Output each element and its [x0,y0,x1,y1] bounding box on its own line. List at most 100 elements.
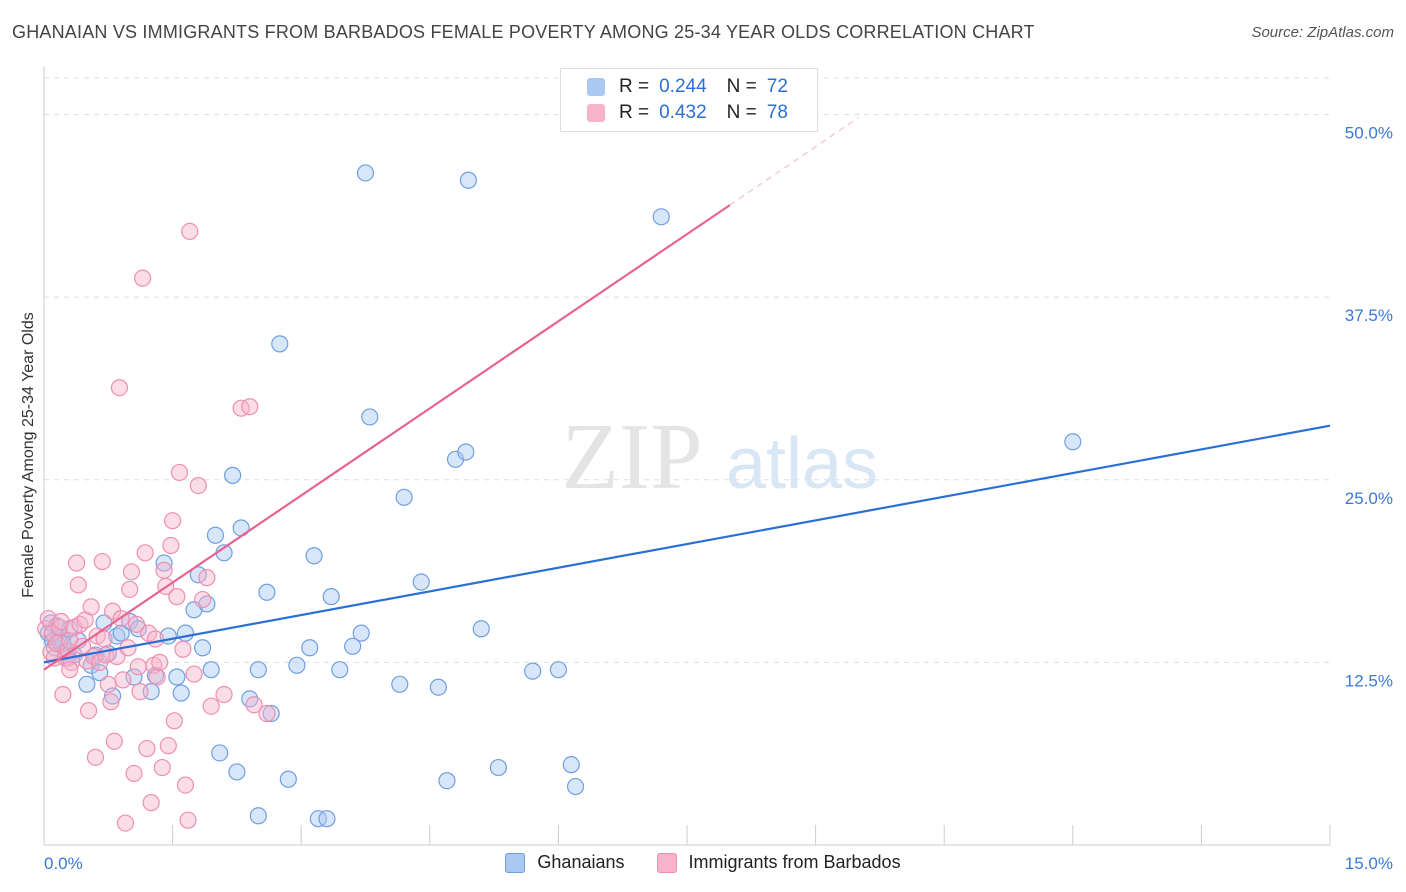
ghanaian-point [566,777,585,796]
barbados-trend-extension [729,117,859,206]
r-label: R = [619,76,650,97]
barbados-point [174,640,192,658]
ghanaian-point [549,661,568,679]
barbados-point [82,598,100,616]
ghanaian-point [206,526,225,544]
ghanaian-point [262,704,280,723]
ghanaian-point [211,744,229,762]
barbados-point [138,739,156,758]
barbados-point [241,398,259,416]
barbados-point [162,536,180,555]
ghanaian-point [412,573,430,591]
ghanaian-point [395,488,413,506]
barbados-point [79,701,98,720]
barbados-point [181,222,199,240]
barbados-point [159,737,177,755]
barbados-point [110,379,129,397]
barbados-point [139,624,158,642]
legend-swatch-blue [587,78,605,96]
ghanaian-point [172,684,190,702]
ghanaian-point [271,335,289,353]
correlation-legend: R = 0.244 N = 72 R = 0.432 N = 78 [560,68,818,132]
n-label: N = [726,76,757,97]
barbados-point [86,748,105,766]
barbados-point [198,569,216,587]
watermark: ZIP atlas [562,405,879,509]
legend-item-barbados[interactable]: Immigrants from Barbados [656,852,901,873]
ghanaian-point [155,554,173,572]
barbados-point [176,776,195,794]
ghanaian-point [258,583,276,601]
barbados-point [131,682,149,701]
legend-row-ghanaians: R = 0.244 N = 72 [587,75,788,99]
x-tick-label-max: 15.0% [1345,854,1393,873]
y-tick-label: 12.5% [1345,671,1393,690]
barbados-point [105,732,123,750]
barbados-point [103,602,122,620]
barbados-point [258,704,276,723]
barbados-point [245,696,263,714]
ghanaian-point [176,624,195,642]
barbados-point [170,463,189,482]
y-tick-label: 50.0% [1345,124,1393,143]
barbados-point [164,512,182,530]
ghanaian-point [438,772,456,790]
barbados-point [61,661,79,679]
ghanaian-point [249,661,267,679]
ghanaian-point [279,770,297,788]
ghanaian-point [352,624,370,642]
legend-item-ghanaians[interactable]: Ghanaians [505,852,625,873]
watermark-atlas: atlas [726,424,878,504]
n-value: 72 [766,76,788,97]
barbados-point [93,552,111,571]
barbados-point [151,653,169,671]
barbados-point [136,544,154,562]
legend-label: Immigrants from Barbados [688,852,901,872]
barbados-point [168,588,186,606]
barbados-point [121,580,139,598]
ghanaian-point [344,637,362,655]
series-legend: Ghanaians Immigrants from Barbados [0,852,1406,873]
ghanaian-point [322,588,340,606]
barbados-trend-line [43,204,731,671]
r-value: 0.432 [659,102,707,123]
ghanaian-point [524,662,542,680]
barbados-point [202,697,220,715]
ghanaian-point [228,763,246,781]
ghanaian-point [356,164,375,182]
ghanaian-point [305,547,323,565]
ghanaian-point [91,664,109,682]
ghanaian-point [391,675,409,693]
axes [43,66,1331,846]
barbados-point [54,685,72,704]
barbados-point [67,554,86,572]
chart-title: GHANAIAN VS IMMIGRANTS FROM BARBADOS FEM… [12,22,1035,42]
legend-label: Ghanaians [537,852,625,872]
ghanaian-point [125,668,143,686]
barbados-point [194,590,212,609]
ghanaian-point [472,620,490,638]
barbados-point [122,563,141,581]
ghanaian-point [457,443,475,461]
y-axis-label: Female Poverty Among 25-34 Year Olds [20,312,37,598]
barbados-point [215,685,233,704]
barbados-point [189,477,207,495]
y-tick-label: 37.5% [1345,306,1393,325]
source-label: Source: ZipAtlas.com [1251,24,1394,41]
barbados-point [43,624,62,642]
barbados-point [153,758,171,777]
ghanaian-point [224,466,242,484]
legend-row-barbados: R = 0.432 N = 78 [587,101,788,125]
barbados-point [102,693,120,711]
tick-labels: 12.5% 25.0% 37.5% 50.0% 0.0% 15.0% [44,124,1393,873]
n-label: N = [726,102,757,123]
ghanaian-point [652,208,670,226]
legend-swatch-pink [587,104,605,122]
barbados-point [129,658,147,676]
trend-lines [43,117,1331,671]
ghanaian-point [562,756,580,774]
n-value: 78 [766,102,788,123]
grid-lines [44,77,1330,663]
barbados-point [155,561,173,579]
ghanaian-point [78,675,96,693]
